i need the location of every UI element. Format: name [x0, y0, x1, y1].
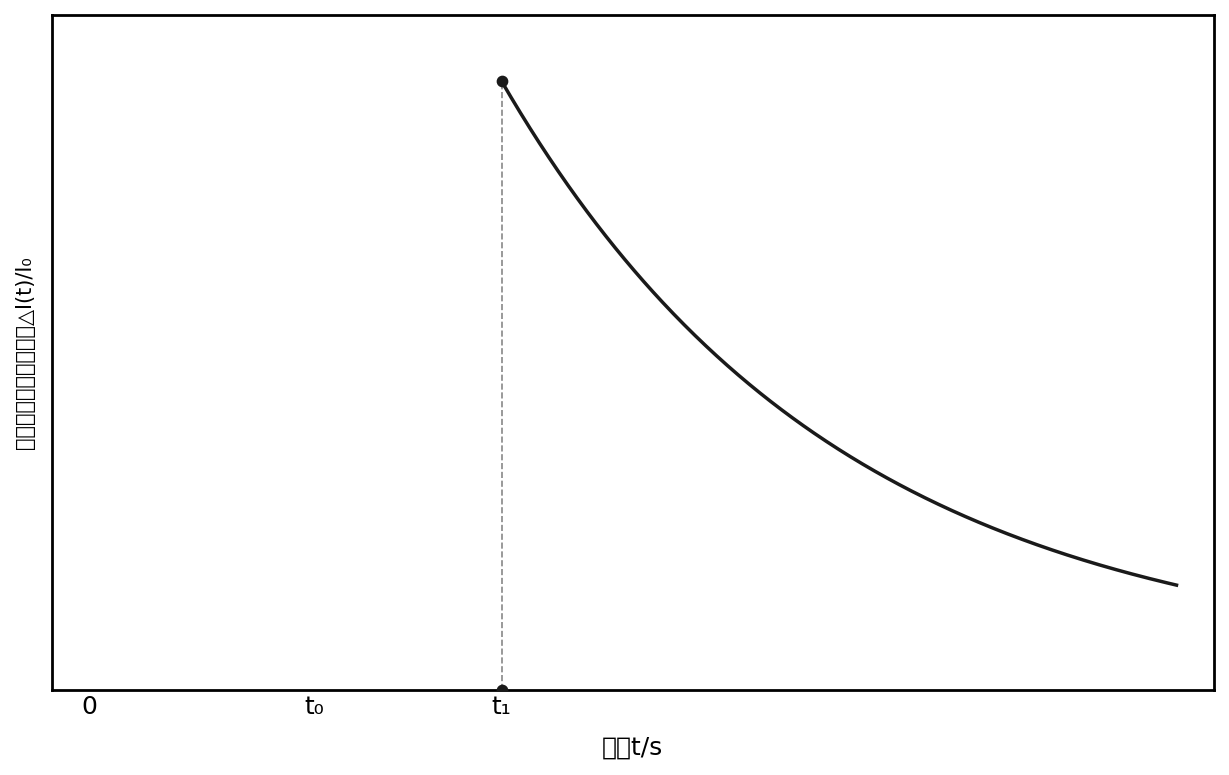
Point [492, 684, 511, 697]
Y-axis label: 输出电流的相对变化量△I(t)/I₀: 输出电流的相对变化量△I(t)/I₀ [15, 257, 34, 449]
Point [492, 75, 511, 88]
X-axis label: 时间t/s: 时间t/s [602, 736, 664, 760]
